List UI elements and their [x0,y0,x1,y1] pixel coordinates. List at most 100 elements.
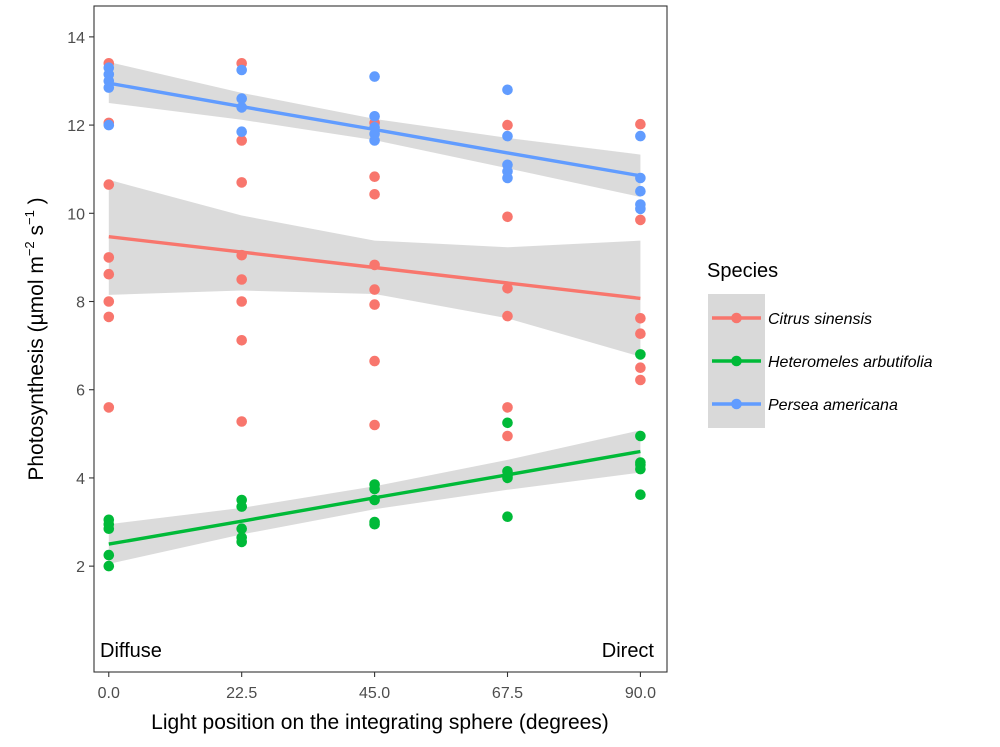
data-point [236,102,247,113]
data-point [103,560,115,572]
data-point [369,483,380,495]
x-tick-label: 67.5 [492,685,523,702]
data-point [103,119,115,131]
data-point [502,511,513,522]
data-point [103,523,115,534]
legend-label: Persea americana [768,397,898,414]
x-tick-label: 22.5 [226,685,257,702]
legend-items: Citrus sinensis Heteromeles arbutifolia Pe… [712,311,933,414]
data-point [236,64,247,76]
y-axis-title-superscript: −2 [22,241,37,256]
data-point [502,283,513,294]
data-point [236,296,247,307]
data-point [103,252,115,263]
x-axis-title: Light position on the integrating sphere… [151,711,609,734]
data-point [635,463,646,475]
y-axis-title-part: ) [25,197,48,210]
data-point [369,71,380,82]
data-point [236,536,247,548]
data-point [635,118,646,130]
y-tick-label: 8 [76,295,85,312]
legend-label: Heteromeles arbutifolia [768,354,933,371]
legend-key-point [731,312,742,324]
legend-label: Citrus sinensis [768,311,872,328]
data-point [502,84,513,96]
data-point [369,494,380,506]
data-point [369,135,380,146]
y-tick-label: 14 [67,30,85,47]
data-point [635,313,646,324]
data-point [236,93,247,104]
data-point [236,523,247,534]
data-point [103,179,115,190]
data-point [502,472,513,484]
data-point [635,489,646,501]
legend-key-point [731,355,742,367]
data-point [369,259,380,271]
data-point [236,501,247,512]
x-axis: 0.0 22.5 45.0 67.5 90.0 [98,672,656,702]
y-tick-label: 2 [76,559,85,576]
annotation-direct: Direct [602,640,655,662]
data-point [635,130,646,142]
y-tick-label: 12 [67,118,85,135]
data-point [236,126,247,137]
data-point [369,111,380,122]
data-point [502,172,513,184]
data-point [103,296,115,307]
data-point [635,349,646,360]
data-point [103,402,115,413]
data-points [103,58,646,572]
data-point [635,214,646,226]
legend-title: Species [707,260,778,282]
data-point [236,177,247,188]
legend-key-point [731,398,742,410]
data-point [369,189,380,200]
data-point [635,185,646,197]
data-point [369,171,380,182]
y-axis-title-superscript: −1 [22,210,37,225]
y-axis-title-part: s [25,225,48,241]
y-axis-title-part: Photosynthesis (µmol m [25,256,48,481]
data-point [369,419,380,431]
data-point [635,430,646,442]
data-point [502,402,513,413]
data-point [236,249,247,261]
y-axis: 2 4 6 8 10 12 14 [67,30,94,576]
data-point [103,82,115,93]
data-point [502,430,513,442]
data-point [369,284,380,295]
data-point [635,362,646,374]
y-tick-label: 10 [67,206,85,223]
data-point [103,549,115,561]
x-tick-label: 90.0 [625,685,656,702]
x-tick-label: 0.0 [98,685,120,702]
data-point [236,135,247,146]
data-point [502,417,513,429]
data-point [635,374,646,386]
data-point [635,203,646,215]
data-point [635,172,646,184]
data-point [103,311,115,323]
plot-panel-border [93,5,668,673]
annotation-diffuse: Diffuse [100,640,162,662]
data-point [369,518,380,530]
data-point [502,119,513,131]
x-tick-label: 45.0 [359,685,390,702]
y-tick-label: 4 [76,471,85,488]
legend: Species Citrus sinensis Heteromeles arbut… [707,260,933,428]
data-point [236,274,247,285]
data-point [502,130,513,142]
data-point [236,416,247,427]
data-point [635,328,646,340]
data-point [103,268,115,280]
y-axis-title: Photosynthesis (µmol m−2 s−1 ) [22,197,48,480]
data-point [502,310,513,322]
data-point [369,299,380,310]
data-point [236,335,247,346]
y-tick-label: 6 [76,383,85,400]
data-point [502,211,513,223]
data-point [369,355,380,367]
